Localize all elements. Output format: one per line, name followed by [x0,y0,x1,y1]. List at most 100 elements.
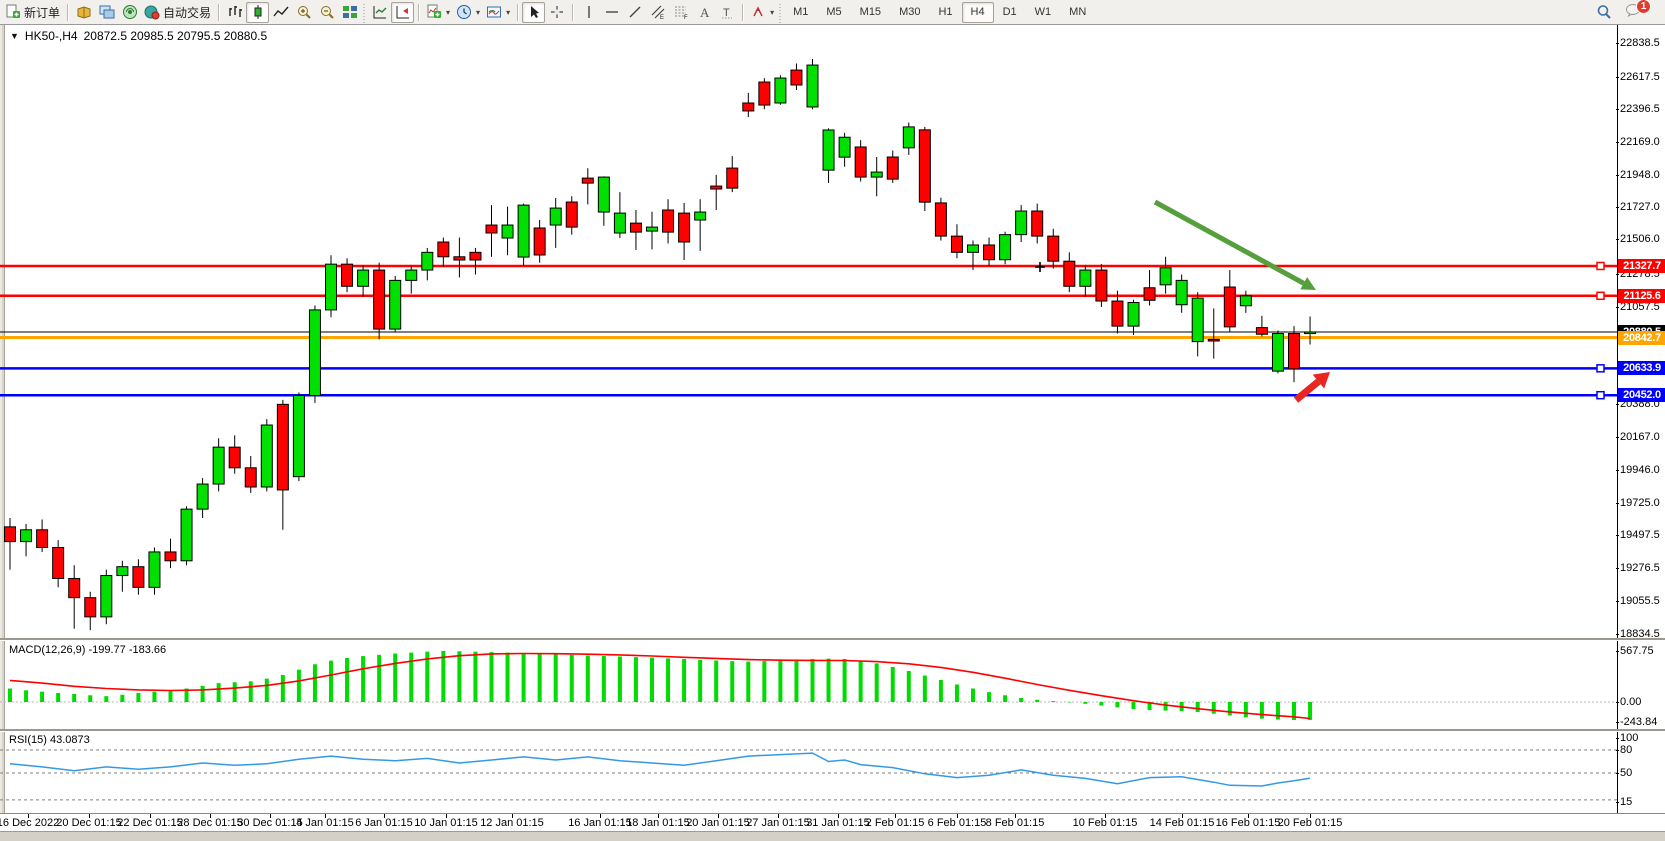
main-toolbar: 新订单 自动交易 ▾ ▾ ▾ E F A T ▾ M1 M5 M15 M30 H1 H4 D1 W1 MN 1 [0,0,1665,25]
tf-H4[interactable]: H4 [961,1,994,23]
toolbar-right: 1 [1592,0,1665,23]
time-label: 27 Jan 01:15 [746,817,810,829]
time-label: 16 Dec 2022 [0,817,60,829]
tile-windows-button[interactable] [338,2,361,23]
candle-chart-button[interactable] [246,1,270,23]
time-label: 2 Feb 01:15 [865,817,925,829]
vertical-line-button[interactable] [577,2,600,23]
notification-badge: 1 [1636,0,1651,14]
green-trend-arrow[interactable] [1153,199,1316,290]
time-label: 16 Feb 01:15 [1215,817,1281,829]
time-tick [384,814,385,818]
time-axis[interactable]: 16 Dec 2022 20 Dec 01:15 22 Dec 01:15 28 De… [0,813,1665,830]
price-tick: 21727.0 [1616,201,1660,213]
panel-separator[interactable] [0,729,1665,731]
indicators-icon [426,4,442,20]
tf-M30[interactable]: M30 [899,6,921,18]
time-label: 20 Dec 01:15 [56,817,122,829]
red-arrow[interactable] [1293,372,1330,403]
time-label: 6 Jan 01:15 [355,817,413,829]
tf-W1[interactable]: W1 [1034,6,1052,18]
candlestick-chart[interactable] [0,25,1617,638]
tf-M5[interactable]: M5 [826,6,842,18]
price-label-box: 20633.9 [1618,361,1665,376]
tf-D1[interactable]: D1 [1002,6,1017,18]
time-label: 12 Jan 01:15 [480,817,544,829]
cross-marker[interactable] [1035,262,1045,272]
auto-scroll-button[interactable] [368,2,391,23]
templates-icon [486,4,502,20]
crosshair-button[interactable] [545,2,568,23]
toolbar-separator [64,2,71,23]
text-label-button[interactable]: T [715,2,738,23]
line-chart-icon [272,4,289,20]
search-icon [1596,4,1612,20]
macd-axis-tick: 0.00 [1615,696,1642,708]
equidistant-channel-button[interactable]: E [646,2,669,23]
market-watch-button[interactable] [95,2,118,23]
cursor-icon [526,4,542,20]
toolbar-separator [569,2,576,23]
trendline-button[interactable] [623,2,646,23]
templates-button[interactable]: ▾ [483,2,513,23]
periods-button[interactable]: ▾ [453,2,483,23]
panel-separator[interactable] [0,638,1665,640]
macd-panel[interactable] [0,640,1617,729]
price-tick: 22169.0 [1616,136,1660,148]
zoom-out-button[interactable] [315,2,338,23]
line-handle[interactable] [1596,364,1605,373]
chevron-down-icon[interactable]: ▼ [10,31,19,41]
cursor-button[interactable] [522,1,546,23]
horizontal-line-button[interactable] [600,2,623,23]
tile-windows-icon [342,4,358,20]
indicators-button[interactable]: ▾ [423,2,453,23]
window-left-edge [0,25,5,830]
toolbar-separator [415,2,422,23]
new-order-button[interactable]: 新订单 [2,2,63,23]
tf-H1[interactable]: H1 [938,6,953,18]
line-chart-button[interactable] [269,2,292,23]
text-icon: A [696,4,712,20]
arrows-tool-button[interactable]: ▾ [747,2,777,23]
time-tick [718,814,719,818]
tf-M1[interactable]: M1 [793,6,809,18]
profiles-button[interactable] [72,2,95,23]
search-button[interactable] [1592,2,1615,23]
window-bottom-edge [0,831,1665,841]
price-tick: 19725.0 [1616,497,1660,509]
time-label: 20 Feb 01:15 [1277,817,1343,829]
autotrading-label: 自动交易 [163,5,212,20]
time-label: 10 Jan 01:15 [414,817,478,829]
zoom-in-button[interactable] [292,2,315,23]
macd-axis-tick: 567.75 [1616,645,1654,657]
line-handle[interactable] [1596,291,1605,301]
price-tick: 22396.5 [1616,103,1660,115]
autotrading-icon [144,4,160,20]
rsi-panel[interactable] [0,731,1617,812]
trendline-icon [627,4,643,20]
time-tick [838,814,839,818]
svg-text:F: F [684,15,688,20]
bar-chart-button[interactable] [223,2,246,23]
chart-shift-button[interactable] [391,1,415,23]
rsi-axis-tick: 80 [1615,744,1633,756]
time-tick [658,814,659,818]
notifications-button[interactable]: 1 [1625,0,1651,22]
price-axis[interactable]: 22838.5 22617.5 22396.5 22169.0 21948.0 21727… [1615,25,1665,813]
time-tick [28,814,29,818]
time-label: 10 Feb 01:15 [1072,817,1138,829]
text-button[interactable]: A [692,2,715,23]
signal-button[interactable] [118,2,141,23]
horizontal-line-icon [604,4,620,20]
macd-axis-tick: -243.84 [1615,716,1658,728]
line-handle[interactable] [1596,390,1605,400]
bar-chart-icon [227,4,243,20]
tf-M15[interactable]: M15 [859,6,882,18]
autotrading-button[interactable]: 自动交易 [141,2,214,23]
chevron-down-icon: ▾ [476,7,481,17]
time-tick [600,814,601,818]
time-tick [512,814,513,818]
line-handle[interactable] [1596,261,1605,271]
tf-MN[interactable]: MN [1069,6,1087,18]
fibonacci-button[interactable]: F [669,2,692,23]
